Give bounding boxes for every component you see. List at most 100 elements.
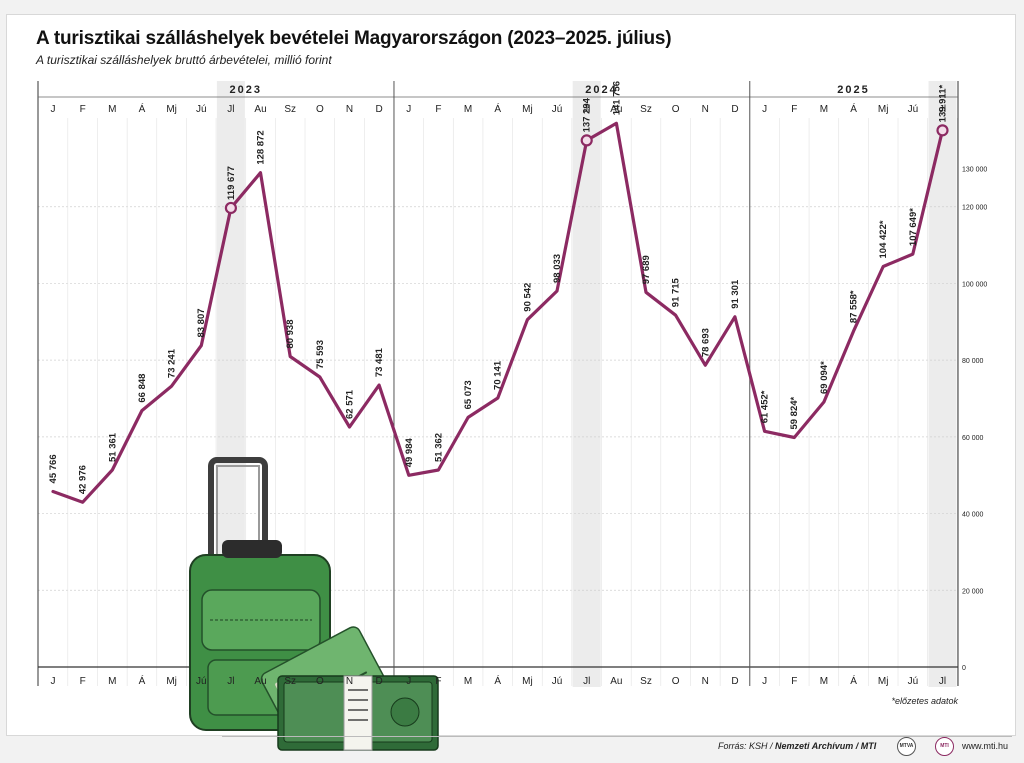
month-label-bottom: Á [494,674,501,687]
year-labels: 2023 2024 2025 [229,84,867,96]
highlight-point-2025-07 [936,124,949,137]
month-label-bottom: Jl [583,676,590,687]
data-points [224,124,949,215]
month-label-top: Mj [878,104,889,115]
y-tick-label: 20 000 [962,588,984,595]
data-label: 97 689 [641,255,652,284]
data-label: 73 481 [374,347,385,377]
month-label-bottom: Mj [522,676,533,687]
month-label-top: Mj [522,104,533,115]
month-label-top: J [406,104,411,115]
month-label-top: Á [850,102,857,115]
month-label-bottom: D [376,676,383,687]
data-label: 119 677 [226,166,237,200]
data-label: 83 807 [196,308,207,337]
month-label-bottom: M [820,676,828,687]
data-label: 75 593 [315,340,326,369]
month-label-bottom: D [731,676,738,687]
month-label-top: Jl [583,104,590,115]
month-label-bottom: Jú [552,676,563,687]
data-label: 69 094* [819,361,830,394]
month-label-bottom: J [762,676,767,687]
data-label: 42 976 [78,465,89,494]
grid-lines [37,118,958,686]
website-link[interactable]: www.mti.hu [962,741,1009,751]
source-prefix: Forrás: KSH / [718,741,776,751]
data-label: 45 766 [48,454,59,483]
data-label: 91 301 [730,279,741,309]
month-label-bottom: O [316,676,324,687]
data-label: 90 542 [522,283,533,312]
data-label: 49 984 [404,438,415,468]
data-label: 107 649* [908,208,919,246]
mti-logo: MTI [935,737,954,756]
month-label-top: F [80,104,86,115]
month-label-top: Á [494,102,501,115]
year-label-2023: 2023 [229,84,261,96]
month-label-top: Jl [939,104,946,115]
month-label-bottom: Jl [939,676,946,687]
y-tick-labels: 0 20 000 40 000 60 000 80 000 100 000 120 000 1… [962,166,987,672]
month-label-top: Jú [552,104,563,115]
data-label: 128 872 [256,130,267,164]
y-tick-label: 80 000 [962,358,984,365]
chart-title: A turisztikai szálláshelyek bevételei Ma… [36,28,672,49]
data-label: 51 361 [107,432,118,462]
data-label: 65 073 [463,380,474,409]
month-label-bottom: Sz [284,676,296,687]
month-label-top: Au [254,104,266,115]
year-label-2024: 2024 [585,84,617,96]
preliminary-note: *előzetes adatok [891,696,958,706]
month-label-top: F [791,104,797,115]
month-label-top: Á [139,102,146,115]
chart-frame [6,14,1016,736]
data-label: 139 911* [938,85,949,123]
month-label-bottom: Á [850,674,857,687]
highlight-point-2024-07 [580,134,593,147]
month-label-bottom: Á [139,674,146,687]
month-label-top: M [108,104,116,115]
month-label-bottom: N [346,676,353,687]
month-label-top: J [762,104,767,115]
month-label-top: O [672,104,680,115]
data-label: 61 452* [760,390,771,423]
month-label-top: Sz [640,104,652,115]
suitcase-money-illustration [189,457,439,751]
month-label-bottom: Mj [166,676,177,687]
month-label-bottom: J [406,676,411,687]
y-tick-label: 0 [962,665,966,672]
y-tick-label: 100 000 [962,281,987,288]
month-label-bottom: M [108,676,116,687]
month-label-top: D [731,104,738,115]
data-labels: 45 766 42 976 51 361 66 848 73 241 83 807 119 … [48,81,949,494]
data-label: 62 571 [345,389,356,419]
month-label-top: J [51,104,56,115]
month-label-top: F [435,104,441,115]
month-label-bottom: M [464,676,472,687]
month-label-bottom: Jú [908,676,919,687]
data-label: 137 294 [582,97,593,132]
month-label-top: Mj [166,104,177,115]
highlight-point-2023-07 [224,201,237,215]
month-label-bottom: O [672,676,680,687]
month-label-bottom: Au [254,676,266,687]
data-label: 66 848 [137,374,148,403]
chart-subtitle: A turisztikai szálláshelyek bruttó árbev… [36,53,332,67]
highlight-band-2024-07 [572,81,601,687]
month-label-top: M [464,104,472,115]
month-label-bottom: Mj [878,676,889,687]
month-label-bottom: F [435,676,441,687]
data-label: 91 715 [671,277,682,307]
axes [37,81,959,686]
month-label-bottom: Au [610,676,622,687]
source-line: Forrás: KSH / Nemzeti Archívum / MTI [718,741,876,751]
y-tick-label: 120 000 [962,205,987,212]
month-label-bottom: Sz [640,676,652,687]
data-label: 73 241 [167,348,178,378]
data-label: 87 558* [849,290,860,323]
data-label: 70 141 [493,360,504,390]
month-label-top: Jú [196,104,207,115]
data-label: 104 422* [878,220,889,258]
highlight-bands [216,81,957,687]
